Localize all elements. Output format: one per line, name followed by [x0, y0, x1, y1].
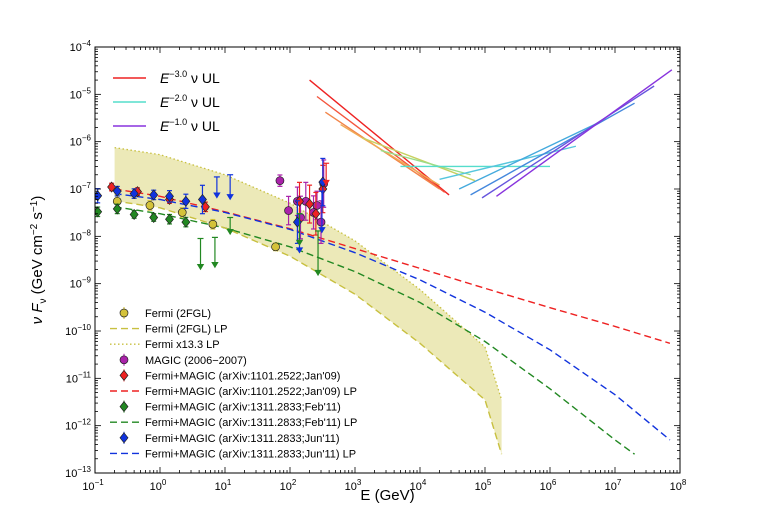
upper-limit-arrow-2 [226, 194, 234, 201]
upper-limit-arrow-1 [213, 192, 221, 199]
y-tick-label: 10−10 [65, 323, 91, 338]
x-tick-label: 107 [605, 478, 622, 493]
point-fermi-magic-arxiv-1101-2522-jan-09- [305, 198, 315, 210]
legend-label: Fermi+MAGIC (arXiv:1101.2522;Jan'09) LP [145, 386, 357, 398]
point-fermi-magic-arxiv-1311-2833-feb-11- [165, 213, 174, 225]
y-tick-label: 10−6 [70, 134, 92, 149]
point-fermi-magic-arxiv-1101-2522-jan-09- [107, 181, 117, 193]
point-fermi-magic-arxiv-1311-2833-feb-11- [149, 211, 159, 224]
point-fermi-2fgl- [208, 219, 218, 229]
x-tick-label: 101 [215, 478, 232, 493]
upper-limit-arrow-0 [322, 179, 330, 187]
point-fermi-magic-arxiv-1311-2833-feb-11- [112, 203, 122, 215]
plot-background [95, 47, 680, 473]
legend-marker [119, 401, 129, 413]
legend-label: Fermi (2FGL) LP [145, 324, 228, 336]
nu-ul-line-5 [380, 149, 471, 176]
point-magic-2006-2007- [312, 201, 322, 210]
upper-limit-arrow-4 [318, 227, 326, 234]
x-tick-label: 105 [475, 478, 492, 493]
x-tick-label: 102 [280, 478, 297, 493]
point-fermi-2fgl- [145, 201, 155, 210]
legend: Fermi (2FGL) Fermi (2FGL) LP Fermi x13.3 L… [110, 307, 357, 460]
point-fermi-2fgl- [177, 208, 187, 217]
legend-label: MAGIC (2006−2007) [145, 355, 247, 367]
x-axis-label: E (GeV) [360, 487, 414, 504]
axes: 10−1 100 101 102 103 104 105 106 107 108 10−13 10−1… [65, 39, 687, 493]
y-tick-label: 10−7 [70, 181, 92, 196]
legend-marker [119, 432, 129, 444]
lp-curve-jan-09-lp [114, 188, 671, 344]
axis-labels: E (GeV) ν Fν (GeV cm−2 s−1) [29, 196, 415, 504]
x-tick-label: 100 [150, 478, 167, 493]
y-tick-label: 10−8 [70, 228, 92, 243]
nu-legend: E−3.0 ν UL E−2.0 ν UL E−1.0 ν UL [113, 69, 220, 134]
legend-label: Fermi+MAGIC (arXiv:1311.2833;Jun'11) [145, 433, 340, 445]
x-tick-label: 104 [410, 478, 427, 493]
y-tick-label: 10−11 [66, 370, 92, 385]
x-tick-label: 106 [540, 478, 557, 493]
lp-curve-fermi-2fgl-lp [114, 200, 503, 455]
nu-legend-label: E−1.0 ν UL [160, 117, 220, 134]
upper-limit-arrow-7 [226, 228, 234, 236]
nu-ul-line-11 [496, 69, 673, 197]
point-fermi-2fgl- [271, 242, 280, 252]
point-fermi-magic-arxiv-1311-2833-jun-11- [149, 189, 159, 201]
point-fermi-magic-arxiv-1311-2833-jun-11- [198, 193, 207, 206]
point-fermi-magic-arxiv-1311-2833-jun-11- [181, 195, 191, 207]
nu-ul-line-10 [481, 85, 655, 199]
point-fermi-magic-arxiv-1101-2522-jan-09- [311, 208, 321, 220]
fermi-x13-lp-line [114, 146, 503, 401]
point-fermi-magic-arxiv-1311-2833-jun-11- [112, 185, 122, 197]
legend-label: Fermi+MAGIC (arXiv:1311.2833;Feb'11) LP [145, 417, 357, 429]
y-tick-label: 10−9 [70, 276, 92, 291]
legend-label: Fermi x13.3 LP [145, 339, 220, 351]
nu-ul-line-3 [340, 123, 440, 186]
fermi-x13-band [114, 147, 502, 455]
upper-limit-arrow-3 [295, 247, 304, 254]
nu-ul-line-8 [458, 122, 599, 190]
point-fermi-magic-arxiv-1311-2833-jun-11- [165, 190, 174, 202]
point-magic-2006-2007- [284, 206, 293, 215]
legend-label: Fermi+MAGIC (arXiv:1311.2833;Feb'11) [145, 402, 341, 414]
legend-label: Fermi+MAGIC (arXiv:1311.2833;Jun'11) LP [145, 448, 356, 460]
upper-limit-arrow-6 [211, 262, 219, 269]
point-magic-2006-2007- [316, 217, 326, 227]
x-tick-label: 10−1 [82, 478, 104, 493]
legend-marker [119, 308, 129, 318]
legend-marker [119, 369, 129, 381]
legend-label: Fermi (2FGL) [145, 308, 211, 320]
y-tick-label: 10−5 [70, 86, 92, 101]
x-tick-label: 108 [670, 478, 687, 493]
point-magic-2006-2007- [275, 176, 285, 186]
lp-curve-jun-11-lp [114, 192, 671, 441]
nu-ul-line-4 [362, 137, 476, 182]
nu-legend-label: E−3.0 ν UL [160, 69, 220, 86]
y-tick-label: 10−12 [65, 418, 91, 433]
legend-marker [119, 355, 129, 365]
point-fermi-magic-arxiv-1311-2833-jun-11- [129, 188, 139, 200]
x-tick-label: 103 [345, 478, 362, 493]
point-fermi-magic-arxiv-1311-2833-feb-11- [129, 208, 139, 221]
y-tick-label: 10−13 [65, 465, 91, 480]
upper-limit-arrow-9 [314, 269, 322, 277]
y-tick-label: 10−4 [70, 39, 92, 54]
legend-label: Fermi+MAGIC (arXiv:1101.2522;Jan'09) [145, 370, 340, 382]
nu-ul-line-0 [309, 79, 450, 196]
lp-curve-feb-11-lp [114, 206, 636, 455]
upper-limit-arrow-8 [295, 239, 304, 246]
nu-ul-line-9 [470, 102, 635, 196]
nu-legend-label: E−2.0 ν UL [160, 93, 220, 110]
plot-frame [94, 46, 681, 474]
y-axis-label: ν Fν (GeV cm−2 s−1) [29, 196, 49, 325]
point-fermi-magic-arxiv-1311-2833-feb-11- [181, 216, 191, 228]
upper-limit-arrow-5 [196, 264, 205, 271]
